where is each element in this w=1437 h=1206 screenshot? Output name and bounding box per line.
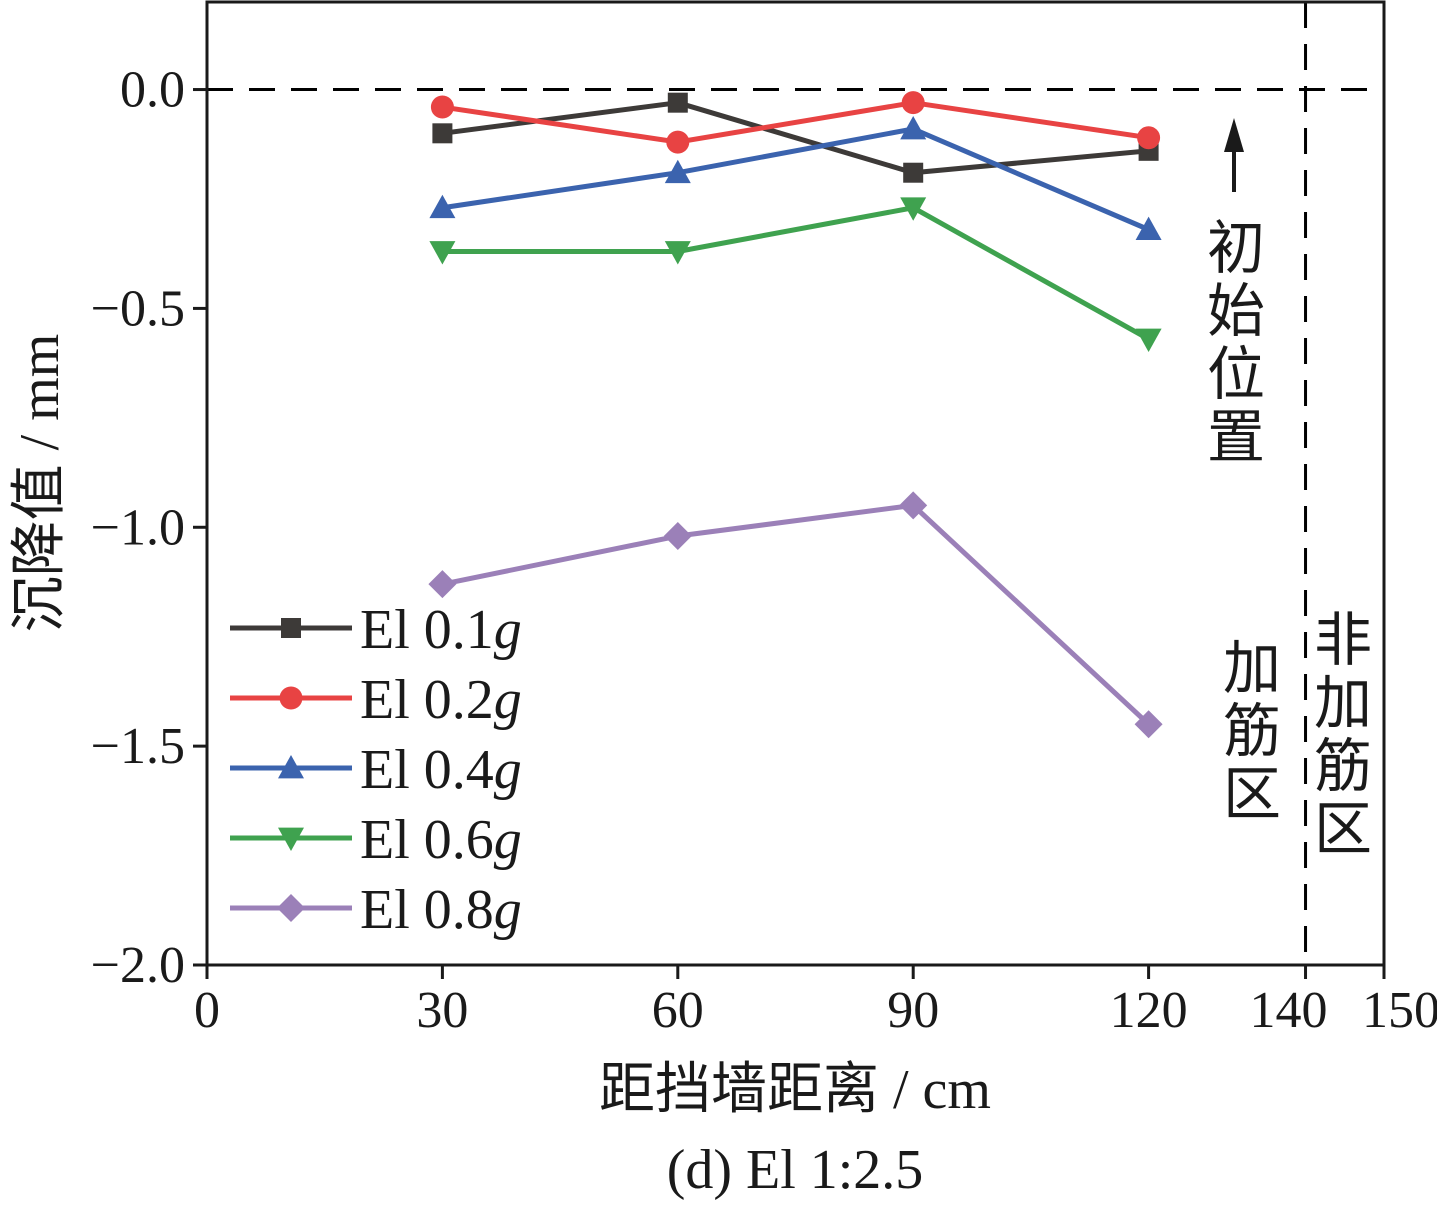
chart-legend: El 0.1g El 0.2g El 0.4g El 0.6g El 0.8g xyxy=(230,599,522,941)
legend-marker-1 xyxy=(281,618,301,638)
x-tick-label: 30 xyxy=(416,982,468,1039)
initial-position-label-char: 始 xyxy=(1207,279,1265,344)
chart-axes: 0 30 60 90 120 140 150 0.0 −0.5 −1.0 −1.5 −2.0 xyxy=(91,0,1437,1039)
legend-label-3: El 0.4g xyxy=(360,739,522,801)
data-point-s3-4 xyxy=(1135,216,1162,241)
x-axis-label: 距挡墙距离 / cm xyxy=(599,1059,991,1121)
data-point-s2-3 xyxy=(901,91,925,115)
data-point-s1-3 xyxy=(903,162,924,183)
reinforced-zone-label-char: 加 xyxy=(1223,636,1281,701)
series-line-5 xyxy=(441,502,1151,727)
x-tick-label: 90 xyxy=(887,982,939,1039)
initial-position-label-char: 初 xyxy=(1207,216,1265,281)
series-line-3 xyxy=(442,126,1150,232)
x-tick-label: 150 xyxy=(1362,982,1437,1039)
data-point-s1-2 xyxy=(667,92,688,113)
data-point-s4-2 xyxy=(664,241,691,265)
series-line-1 xyxy=(442,100,1149,176)
chart-plot-area xyxy=(207,2,1384,965)
data-point-s2-1 xyxy=(430,95,454,119)
data-point-s5-4 xyxy=(1134,710,1163,739)
data-point-s1-1 xyxy=(432,123,453,144)
unreinforced-zone-label-char: 区 xyxy=(1314,797,1372,862)
legend-marker-5 xyxy=(277,894,305,922)
series-line-4 xyxy=(442,205,1150,342)
plot-frame xyxy=(205,0,1386,967)
x-tick-label: 140 xyxy=(1250,982,1328,1039)
unreinforced-zone-label-char: 非 xyxy=(1314,608,1372,673)
data-point-s2-4 xyxy=(1137,126,1161,150)
legend-label-2: El 0.2g xyxy=(360,669,522,731)
initial-position-label-char: 置 xyxy=(1207,405,1265,470)
legend-label-1: El 0.1g xyxy=(360,599,522,661)
initial-position-arrow-head xyxy=(1224,118,1244,152)
y-tick-label: 0.0 xyxy=(120,62,185,119)
series-line-2 xyxy=(442,100,1149,145)
reinforced-zone-label-char: 区 xyxy=(1223,762,1281,827)
data-point-s4-3 xyxy=(900,197,927,221)
data-point-s4-4 xyxy=(1135,328,1162,353)
y-axis-label: 沉降值 / mm xyxy=(9,334,71,633)
legend-label-5: El 0.8g xyxy=(360,879,522,941)
legend-marker-3 xyxy=(278,755,304,779)
data-point-s5-2 xyxy=(663,522,692,551)
x-tick-label: 120 xyxy=(1110,982,1188,1039)
data-point-s3-1 xyxy=(429,194,456,219)
x-tick-label: 0 xyxy=(194,982,220,1039)
legend-label-4: El 0.6g xyxy=(360,809,522,871)
reinforced-zone-label-char: 筋 xyxy=(1223,699,1281,764)
x-tick-label: 60 xyxy=(652,982,704,1039)
unreinforced-zone-label-char: 加 xyxy=(1314,671,1372,736)
legend-marker-2 xyxy=(279,686,303,710)
data-point-s3-2 xyxy=(664,159,691,184)
data-point-s5-3 xyxy=(899,491,928,520)
reinforced-zone-label: 加筋区 xyxy=(1223,636,1281,827)
legend-marker-4 xyxy=(278,827,304,851)
data-point-s2-2 xyxy=(666,130,690,154)
y-tick-label: −1.0 xyxy=(91,499,185,556)
data-point-s4-1 xyxy=(429,241,456,265)
data-point-s5-1 xyxy=(428,570,457,599)
data-point-s3-3 xyxy=(900,115,927,140)
chart-caption: (d) El 1:2.5 xyxy=(667,1139,924,1201)
unreinforced-zone-label-char: 筋 xyxy=(1314,734,1372,799)
y-tick-label: −0.5 xyxy=(91,280,185,337)
y-tick-label: −2.0 xyxy=(91,937,185,994)
initial-position-label-char: 位 xyxy=(1207,342,1265,407)
y-tick-label: −1.5 xyxy=(91,718,185,775)
